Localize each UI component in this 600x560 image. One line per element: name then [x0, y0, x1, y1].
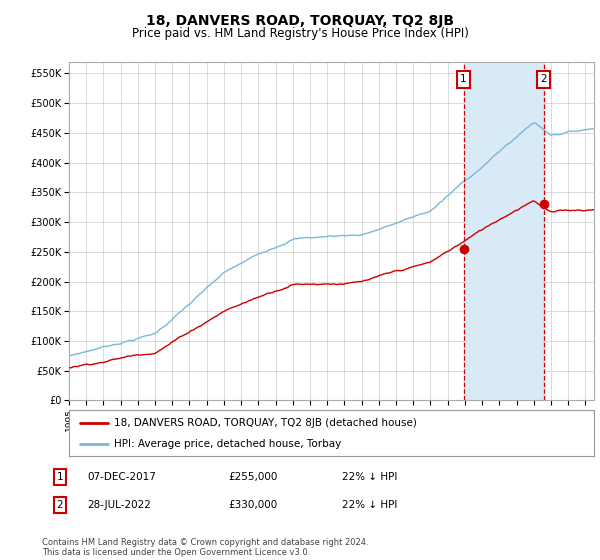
Text: 1: 1 [460, 74, 467, 85]
Text: Contains HM Land Registry data © Crown copyright and database right 2024.
This d: Contains HM Land Registry data © Crown c… [42, 538, 368, 557]
Text: 07-DEC-2017: 07-DEC-2017 [87, 472, 156, 482]
Text: 18, DANVERS ROAD, TORQUAY, TQ2 8JB: 18, DANVERS ROAD, TORQUAY, TQ2 8JB [146, 14, 454, 28]
Text: £255,000: £255,000 [228, 472, 277, 482]
Text: 18, DANVERS ROAD, TORQUAY, TQ2 8JB (detached house): 18, DANVERS ROAD, TORQUAY, TQ2 8JB (deta… [113, 418, 416, 428]
Text: 22% ↓ HPI: 22% ↓ HPI [342, 472, 397, 482]
Text: 2: 2 [56, 500, 64, 510]
Text: 1: 1 [56, 472, 64, 482]
Text: 2: 2 [540, 74, 547, 85]
Text: Price paid vs. HM Land Registry's House Price Index (HPI): Price paid vs. HM Land Registry's House … [131, 27, 469, 40]
Text: 28-JUL-2022: 28-JUL-2022 [87, 500, 151, 510]
Bar [464, 62, 544, 400]
Text: 22% ↓ HPI: 22% ↓ HPI [342, 500, 397, 510]
Text: HPI: Average price, detached house, Torbay: HPI: Average price, detached house, Torb… [113, 439, 341, 449]
Text: £330,000: £330,000 [228, 500, 277, 510]
